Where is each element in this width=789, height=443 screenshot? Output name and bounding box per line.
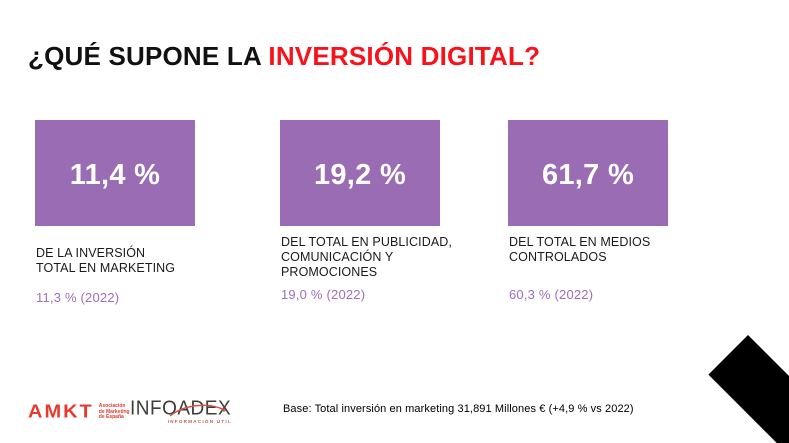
stat-value-box: 61,7 % xyxy=(508,120,668,226)
infoadex-logo: INFOADEX INFORMACIÓN ÚTIL xyxy=(130,397,232,424)
amkt-logo-text: AMKT xyxy=(28,401,94,423)
stat-value: 61,7 % xyxy=(541,158,635,191)
stat-card-medios-controlados: 61,7 % DEL TOTAL EN MEDIOS CONTROLADOS 6… xyxy=(508,120,708,320)
title-highlight: INVERSIÓN DIGITAL? xyxy=(268,41,541,71)
stat-caption: DE LA INVERSIÓN TOTAL EN MARKETING xyxy=(36,246,176,275)
stat-value: 19,2 % xyxy=(313,158,407,191)
infoadex-logo-text: INFOADEX xyxy=(130,397,232,420)
amkt-logo: AMKT Asociación de Marketing de España xyxy=(28,402,130,422)
stat-value: 11,4 % xyxy=(69,158,161,191)
stat-value-box: 11,4 % xyxy=(35,120,195,226)
stat-caption: DEL TOTAL EN PUBLICIDAD, COMUNICACIÓN Y … xyxy=(281,235,452,279)
stat-caption: DEL TOTAL EN MEDIOS CONTROLADOS xyxy=(509,235,651,264)
stat-card-inversion-total-marketing: 11,4 % DE LA INVERSIÓN TOTAL EN MARKETIN… xyxy=(35,120,235,320)
stat-prior-year-value: 60,3 % (2022) xyxy=(509,287,594,302)
stat-prior-year-value: 19,0 % (2022) xyxy=(281,287,366,302)
corner-black-diamond xyxy=(708,335,789,443)
base-footnote: Base: Total inversión en marketing 31,89… xyxy=(283,403,634,415)
stat-prior-year-value: 11,3 % (2022) xyxy=(36,290,120,305)
page-title: ¿QUÉ SUPONE LA INVERSIÓN DIGITAL? xyxy=(28,41,540,72)
infoadex-tagline: INFORMACIÓN ÚTIL xyxy=(167,419,232,424)
title-prefix: ¿QUÉ SUPONE LA xyxy=(28,41,269,71)
stat-card-publicidad-comunicacion-promociones: 19,2 % DEL TOTAL EN PUBLICIDAD, COMUNICA… xyxy=(280,120,480,320)
amkt-tagline: Asociación de Marketing de España xyxy=(98,403,130,420)
stat-value-box: 19,2 % xyxy=(280,120,440,226)
